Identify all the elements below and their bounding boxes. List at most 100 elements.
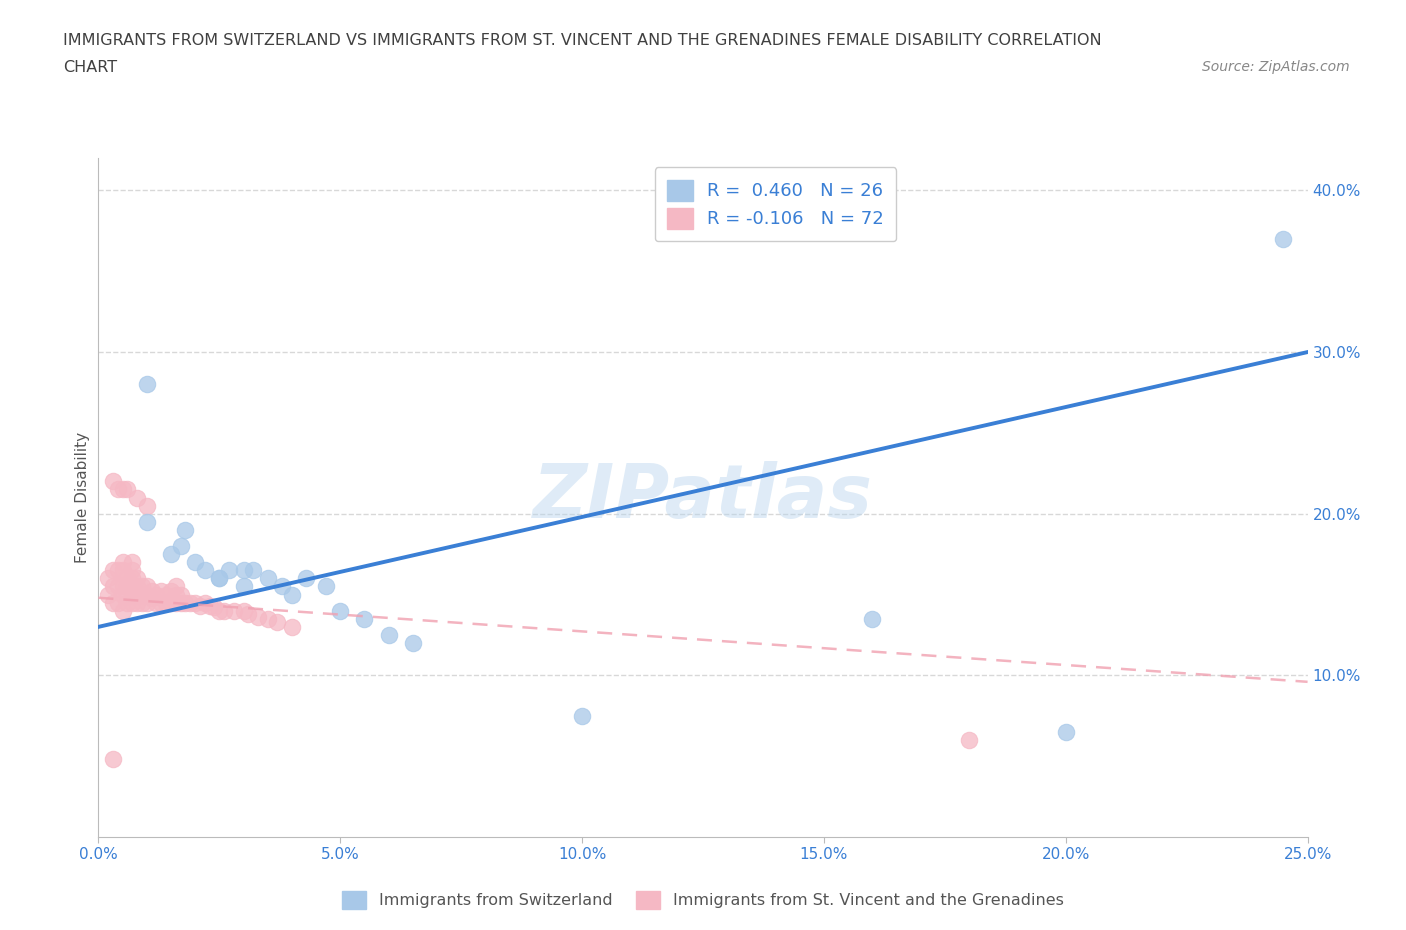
Point bbox=[247, 610, 270, 625]
Point bbox=[266, 615, 288, 630]
Y-axis label: Female Disability: Female Disability bbox=[75, 432, 90, 563]
Point bbox=[184, 595, 207, 610]
Point bbox=[150, 595, 173, 610]
Point bbox=[238, 606, 260, 621]
Point bbox=[141, 591, 163, 605]
Point bbox=[101, 595, 124, 610]
Point bbox=[97, 587, 120, 602]
Point bbox=[107, 482, 129, 497]
Point bbox=[117, 595, 139, 610]
Point bbox=[271, 579, 294, 594]
Point bbox=[107, 595, 129, 610]
Point bbox=[117, 579, 139, 594]
Point bbox=[402, 635, 425, 650]
Point bbox=[169, 538, 191, 553]
Point bbox=[174, 523, 197, 538]
Point bbox=[135, 595, 157, 610]
Point bbox=[150, 584, 173, 599]
Point bbox=[121, 555, 143, 570]
Point bbox=[194, 563, 217, 578]
Point bbox=[169, 595, 191, 610]
Text: IMMIGRANTS FROM SWITZERLAND VS IMMIGRANTS FROM ST. VINCENT AND THE GRENADINES FE: IMMIGRANTS FROM SWITZERLAND VS IMMIGRANT… bbox=[63, 33, 1102, 47]
Point bbox=[218, 563, 240, 578]
Text: Source: ZipAtlas.com: Source: ZipAtlas.com bbox=[1202, 60, 1350, 74]
Point bbox=[281, 587, 304, 602]
Point bbox=[353, 611, 375, 626]
Point bbox=[242, 563, 264, 578]
Point bbox=[1054, 724, 1077, 739]
Point bbox=[131, 579, 153, 594]
Point bbox=[204, 600, 226, 615]
Point bbox=[127, 595, 149, 610]
Point bbox=[571, 709, 593, 724]
Point bbox=[111, 604, 134, 618]
Point bbox=[256, 611, 278, 626]
Point bbox=[127, 571, 149, 586]
Point bbox=[160, 547, 183, 562]
Point bbox=[232, 579, 254, 594]
Point bbox=[135, 579, 157, 594]
Point bbox=[111, 555, 134, 570]
Point bbox=[169, 587, 191, 602]
Point bbox=[131, 595, 153, 610]
Point bbox=[121, 579, 143, 594]
Point bbox=[155, 595, 177, 610]
Point bbox=[329, 604, 352, 618]
Point bbox=[179, 595, 201, 610]
Point bbox=[101, 579, 124, 594]
Point bbox=[97, 571, 120, 586]
Point bbox=[121, 595, 143, 610]
Point bbox=[121, 563, 143, 578]
Point bbox=[198, 598, 221, 613]
Point bbox=[145, 587, 167, 602]
Point bbox=[107, 563, 129, 578]
Point bbox=[208, 571, 231, 586]
Point bbox=[295, 571, 318, 586]
Point bbox=[117, 482, 139, 497]
Point bbox=[860, 611, 883, 626]
Point bbox=[121, 571, 143, 586]
Point bbox=[117, 571, 139, 586]
Point bbox=[165, 595, 187, 610]
Point bbox=[232, 563, 254, 578]
Point bbox=[160, 584, 183, 599]
Point bbox=[315, 579, 337, 594]
Point bbox=[232, 604, 254, 618]
Point bbox=[121, 587, 143, 602]
Point bbox=[111, 587, 134, 602]
Legend: Immigrants from Switzerland, Immigrants from St. Vincent and the Grenadines: Immigrants from Switzerland, Immigrants … bbox=[335, 883, 1071, 917]
Point bbox=[135, 498, 157, 513]
Point bbox=[127, 587, 149, 602]
Point bbox=[188, 598, 211, 613]
Point bbox=[111, 482, 134, 497]
Point bbox=[957, 733, 980, 748]
Point bbox=[127, 579, 149, 594]
Point bbox=[107, 579, 129, 594]
Point bbox=[160, 595, 183, 610]
Point bbox=[111, 579, 134, 594]
Point bbox=[222, 604, 245, 618]
Text: CHART: CHART bbox=[63, 60, 117, 75]
Point bbox=[212, 604, 235, 618]
Point bbox=[194, 595, 217, 610]
Point bbox=[111, 563, 134, 578]
Point bbox=[377, 628, 399, 643]
Text: ZIPatlas: ZIPatlas bbox=[533, 461, 873, 534]
Point bbox=[1272, 232, 1295, 246]
Point bbox=[101, 474, 124, 489]
Point bbox=[101, 563, 124, 578]
Point bbox=[141, 584, 163, 599]
Point bbox=[281, 619, 304, 634]
Point bbox=[256, 571, 278, 586]
Point bbox=[208, 604, 231, 618]
Point bbox=[184, 555, 207, 570]
Point bbox=[135, 587, 157, 602]
Point bbox=[165, 579, 187, 594]
Point bbox=[155, 587, 177, 602]
Point bbox=[208, 571, 231, 586]
Point bbox=[135, 377, 157, 392]
Point bbox=[131, 587, 153, 602]
Legend: R =  0.460   N = 26, R = -0.106   N = 72: R = 0.460 N = 26, R = -0.106 N = 72 bbox=[655, 167, 897, 242]
Point bbox=[127, 490, 149, 505]
Point bbox=[117, 587, 139, 602]
